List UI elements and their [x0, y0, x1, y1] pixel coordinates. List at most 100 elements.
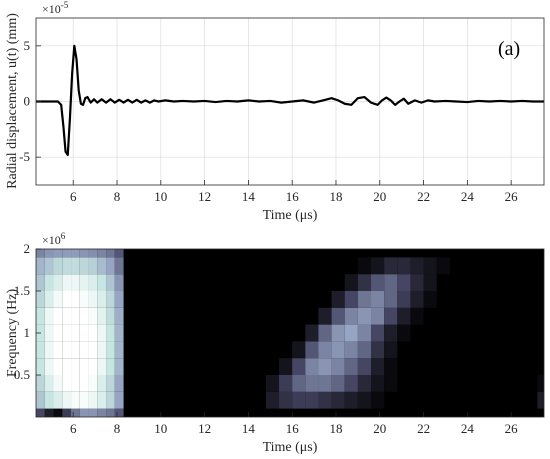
heatmap-cell: [44, 249, 54, 258]
panel-b-x-tick-label: 26: [505, 421, 519, 436]
panel-a-x-tick-label: 24: [461, 189, 475, 204]
heatmap-cell: [62, 358, 72, 375]
heatmap-cell: [537, 375, 544, 392]
heatmap-cell: [357, 341, 372, 359]
heatmap-cell: [97, 291, 107, 308]
heatmap-cell: [71, 291, 80, 308]
heatmap-cell: [357, 358, 372, 375]
heatmap-cell: [88, 249, 98, 258]
heatmap-cell: [114, 249, 124, 258]
heatmap-cell: [410, 291, 424, 308]
heatmap-cell: [97, 358, 107, 375]
heatmap-cell: [265, 375, 280, 392]
heatmap-cell: [114, 257, 124, 275]
heatmap-cell: [53, 249, 63, 258]
heatmap-cell: [62, 408, 72, 417]
heatmap-cell: [114, 307, 124, 325]
heatmap-cell: [79, 408, 89, 417]
panel-a-y-tick-label: 5: [24, 38, 31, 53]
heatmap-cell: [44, 391, 54, 409]
heatmap-cell: [114, 358, 124, 375]
panel-a-x-axis-label: Time (μs): [263, 208, 318, 223]
panel-a-y-axis-label: Radial displacement, u(t) (mm): [5, 13, 20, 189]
heatmap-cell: [318, 375, 332, 392]
panel-b-x-tick-label: 12: [198, 421, 211, 436]
heatmap-cell: [53, 291, 63, 308]
heatmap-cell: [36, 291, 45, 308]
panel-a-y-tick-label: 0: [24, 94, 31, 109]
heatmap-cell: [357, 391, 372, 409]
heatmap-cell: [344, 358, 358, 375]
panel-b-y-ticks: 2 1.5 1 0.5: [14, 241, 41, 382]
heatmap-cell: [292, 341, 306, 359]
heatmap-cell: [36, 358, 45, 375]
heatmap-cell: [357, 324, 372, 342]
heatmap-cell: [344, 291, 358, 308]
heatmap-cell: [344, 274, 358, 291]
heatmap-cell: [53, 324, 63, 342]
heatmap-cell: [357, 274, 372, 291]
panel-a-x-tick-label: 26: [505, 189, 519, 204]
heatmap-cell: [36, 391, 45, 409]
heatmap-cell: [292, 358, 306, 375]
heatmap-cell: [97, 391, 107, 409]
heatmap-cell: [62, 341, 72, 359]
heatmap-cell: [292, 391, 306, 409]
heatmap-cell: [79, 257, 89, 275]
heatmap-cell: [36, 408, 45, 417]
heatmap-cell: [71, 249, 80, 258]
panel-b-y-tick-label: 0.5: [14, 367, 30, 382]
heatmap-cell: [397, 291, 411, 308]
heatmap-cell: [423, 274, 437, 291]
panel-a-y-exponent-power: -5: [61, 0, 69, 10]
heatmap-cell: [423, 257, 437, 275]
heatmap-cell: [88, 375, 98, 392]
heatmap-cell: [279, 358, 293, 375]
panel-a-x-tick-label: 10: [154, 189, 167, 204]
panel-b-y-tick-label: 1: [24, 325, 31, 340]
panel-a-x-tick-label: 12: [198, 189, 211, 204]
heatmap-cell: [331, 358, 345, 375]
heatmap-cell: [36, 307, 45, 325]
panel-b-x-tick-label: 24: [461, 421, 475, 436]
heatmap-cell: [371, 257, 385, 275]
panel-b-y-tick-label: 2: [24, 241, 31, 256]
panel-a-x-tick-label: 6: [70, 189, 77, 204]
heatmap-cell: [62, 391, 72, 409]
heatmap-cell: [371, 375, 385, 392]
heatmap-cell: [97, 375, 107, 392]
heatmap-cell: [397, 257, 411, 275]
panel-b-label: (b): [498, 275, 521, 297]
heatmap-cell: [97, 249, 107, 258]
heatmap-cell: [36, 341, 45, 359]
heatmap-cell: [44, 291, 54, 308]
heatmap-cell: [357, 257, 372, 275]
panel-b-x-tick-label: 10: [154, 421, 167, 436]
heatmap-cell: [79, 341, 89, 359]
heatmap-cell: [305, 375, 319, 392]
heatmap-cell: [292, 375, 306, 392]
heatmap-cell: [106, 324, 115, 342]
heatmap-cell: [71, 375, 80, 392]
heatmap-cell: [384, 324, 398, 342]
panel-b-x-tick-label: 16: [286, 421, 300, 436]
heatmap-cell: [106, 307, 115, 325]
heatmap-cell: [344, 391, 358, 409]
heatmap-cell: [279, 375, 293, 392]
heatmap-cell: [357, 307, 372, 325]
heatmap-cell: [36, 274, 45, 291]
heatmap-cell: [423, 291, 437, 308]
heatmap-cell: [53, 257, 63, 275]
heatmap-cell: [97, 274, 107, 291]
heatmap-cell: [397, 307, 411, 325]
heatmap-cell: [88, 324, 98, 342]
heatmap-cell: [53, 391, 63, 409]
heatmap-cell: [79, 274, 89, 291]
heatmap-cell: [106, 249, 115, 258]
heatmap-cell: [106, 341, 115, 359]
heatmap-cell: [384, 291, 398, 308]
heatmap-cell: [318, 341, 332, 359]
heatmap-cell: [371, 307, 385, 325]
panel-b-y-exponent-power: 6: [61, 231, 66, 241]
